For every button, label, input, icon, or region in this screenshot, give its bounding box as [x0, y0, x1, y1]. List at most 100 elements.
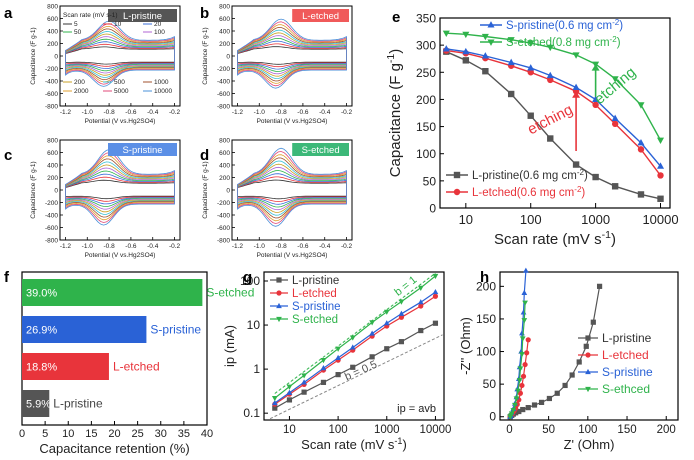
- data-point: [462, 47, 470, 55]
- x-tick-label: -0.6: [125, 243, 137, 250]
- x-tick-label: 50: [542, 424, 555, 436]
- data-point: [349, 344, 356, 350]
- data-point: [531, 402, 538, 408]
- y-tick-label: 1: [253, 362, 260, 376]
- y-tick-label: 800: [219, 4, 230, 11]
- legend-marker: [453, 171, 461, 179]
- bar-category-label: L-etched: [113, 360, 160, 374]
- equation-label: ip = avb: [397, 403, 436, 415]
- x-tick-label: -0.6: [297, 243, 309, 250]
- data-point: [521, 289, 528, 295]
- data-point: [520, 406, 526, 413]
- data-point: [510, 408, 517, 414]
- data-point: [335, 346, 341, 352]
- data-point: [554, 390, 560, 396]
- data-point: [656, 137, 665, 144]
- data-point: [572, 52, 580, 59]
- cv-curve-10000: [237, 147, 347, 227]
- data-point: [398, 310, 405, 316]
- x-tick-label: 10: [459, 212, 473, 227]
- data-point: [383, 309, 390, 315]
- cv-curve-5000: [237, 151, 347, 224]
- guide-label-b1: b = 1: [392, 274, 419, 299]
- data-point: [286, 389, 293, 395]
- data-point: [572, 161, 580, 168]
- x-axis-label: Potential (V vs.Hg2SO4): [85, 252, 156, 259]
- y-tick-label: 0.1: [243, 406, 260, 420]
- legend-marker: [487, 39, 495, 46]
- data-point: [637, 146, 645, 153]
- legend-entry: S-etched: [292, 314, 338, 326]
- x-axis-label: Potential (V vs.Hg2SO4): [257, 118, 328, 125]
- y-tick-label: -200: [45, 66, 58, 73]
- y-tick-label: 100: [416, 147, 436, 161]
- legend-entry: 500: [114, 79, 125, 86]
- x-tick-label: 100: [520, 212, 542, 227]
- data-point: [525, 337, 531, 343]
- data-point: [442, 30, 450, 38]
- legend-marker: [585, 386, 591, 393]
- guide-line-b1: [274, 272, 436, 394]
- data-point: [527, 112, 534, 119]
- legend-marker: [276, 277, 282, 283]
- y-tick-label: 800: [219, 138, 230, 145]
- panel-tag: L-etched: [302, 11, 339, 22]
- y-tick-label: 0: [429, 202, 436, 216]
- legend-entry: S-pristine: [602, 365, 653, 379]
- y-tick-label: 50: [483, 377, 497, 391]
- legend-marker: [276, 316, 282, 323]
- x-tick-label: -0.4: [319, 243, 331, 250]
- x-tick-label: -0.8: [275, 109, 287, 116]
- legend-marker: [585, 352, 591, 358]
- x-tick-label: 100: [578, 424, 597, 436]
- legend-entry: 100: [154, 29, 165, 36]
- data-point: [442, 45, 450, 52]
- legend-entry: 1000: [154, 79, 169, 86]
- x-tick-label: 10000: [419, 424, 451, 436]
- data-point: [516, 378, 523, 384]
- x-tick-label: -0.6: [297, 109, 309, 116]
- data-point: [418, 327, 424, 334]
- panel-letter-c: c: [4, 147, 12, 164]
- legend-entry: S-ethced: [602, 382, 650, 396]
- y-tick-label: -800: [217, 104, 230, 111]
- cv-curve-5: [65, 46, 175, 65]
- legend-entry: 2000: [74, 88, 89, 95]
- etching-arrowhead-red: [572, 91, 581, 98]
- y-tick-label: -600: [217, 225, 230, 232]
- data-point: [517, 366, 524, 372]
- legend-entry: 5: [74, 21, 78, 28]
- x-tick-label: -0.8: [103, 243, 115, 250]
- data-point: [286, 384, 293, 390]
- data-point: [657, 172, 664, 179]
- x-tick-label: 1000: [581, 212, 610, 227]
- data-point: [527, 69, 534, 76]
- data-point: [301, 379, 307, 385]
- y-tick-label: -200: [45, 200, 58, 207]
- data-point: [519, 382, 525, 389]
- data-point: [546, 395, 553, 402]
- cv-panel-d: 800 600 400 200 0 -200 -400 -600 -800-1.2 -1.0 -0.…: [202, 138, 353, 260]
- data-point: [432, 293, 439, 299]
- x-axis-label: Capacitance retention (%): [39, 441, 189, 456]
- x-tick-label: -0.6: [125, 109, 137, 116]
- panel-letter-f: f: [4, 269, 10, 286]
- data-point: [525, 405, 531, 411]
- data-point: [432, 273, 439, 280]
- data-point: [369, 320, 375, 326]
- legend-entry: 10000: [154, 88, 172, 95]
- data-point: [637, 191, 645, 198]
- data-point: [432, 320, 439, 326]
- data-point: [320, 358, 327, 364]
- panel-tag-bg: [108, 143, 177, 156]
- y-axis-label: Capacitance (F g-1): [202, 27, 209, 84]
- y-tick-label: 200: [47, 41, 58, 48]
- x-tick-label: -0.4: [147, 109, 159, 116]
- y-tick-label: -400: [217, 213, 230, 220]
- y-tick-label: 600: [219, 16, 230, 23]
- bar-L-etched: [22, 353, 109, 380]
- y-tick-label: 600: [219, 150, 230, 157]
- y-tick-label: 10: [247, 318, 261, 332]
